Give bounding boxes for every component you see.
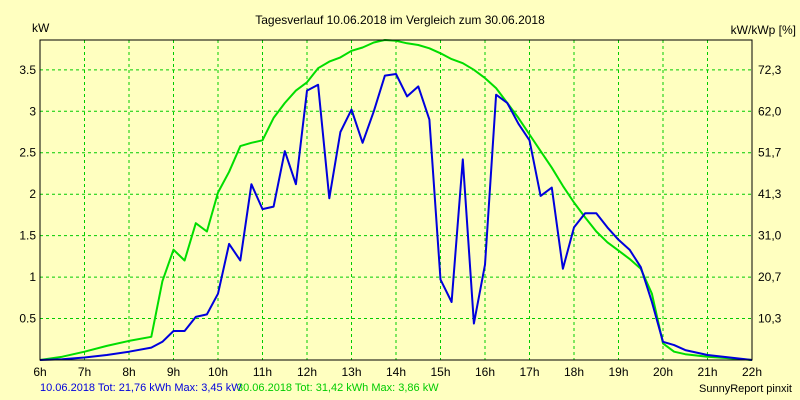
y-tick-label-left: 2.5 xyxy=(19,146,36,160)
x-tick-label: 9h xyxy=(167,365,180,379)
x-tick-label: 7h xyxy=(78,365,91,379)
credit-text: SunnyReport pinxit xyxy=(699,383,792,395)
y-tick-label-right: 72,3 xyxy=(758,63,782,77)
x-tick-label: 10h xyxy=(208,365,228,379)
y-tick-label-left: 0.5 xyxy=(19,312,36,326)
x-tick-label: 8h xyxy=(122,365,135,379)
y-axis-label-right: kW/kWp [%] xyxy=(731,23,796,37)
x-tick-label: 20h xyxy=(653,365,673,379)
series-line-10.06.2018 xyxy=(39,73,753,361)
grid-lines xyxy=(40,40,752,360)
y-tick-label-left: 3 xyxy=(29,104,36,118)
x-tick-label: 18h xyxy=(564,365,584,379)
y-axis-label-left: kW xyxy=(32,21,50,35)
chart-title: Tagesverlauf 10.06.2018 im Vergleich zum… xyxy=(255,13,545,27)
series-line-30.06.2018 xyxy=(39,39,753,361)
legend-series-1: 10.06.2018 Tot: 21,76 kWh Max: 3,45 kW xyxy=(40,382,242,394)
series-layer xyxy=(39,39,753,361)
y-tick-label-right: 51,7 xyxy=(758,146,782,160)
x-tick-label: 12h xyxy=(297,365,317,379)
x-tick-label: 16h xyxy=(475,365,495,379)
x-tick-label: 11h xyxy=(253,365,272,379)
legend-series-2: 30.06.2018 Tot: 31,42 kWh Max: 3,86 kW xyxy=(237,382,439,394)
y-tick-label-right: 31,0 xyxy=(758,229,782,243)
x-tick-label: 13h xyxy=(341,365,361,379)
y-tick-label-right: 41,3 xyxy=(758,187,782,201)
plot-frame xyxy=(39,39,753,361)
x-tick-label: 15h xyxy=(430,365,450,379)
y-tick-label-left: 3.5 xyxy=(19,63,36,77)
y-tick-label-right: 20,7 xyxy=(758,270,782,284)
x-tick-label: 14h xyxy=(386,365,406,379)
x-tick-label: 19h xyxy=(608,365,628,379)
x-tick-label: 6h xyxy=(33,365,46,379)
x-tick-label: 17h xyxy=(519,365,539,379)
tick-labels: 6h 7h 8h 9h 10h 11h 12h 13h 14h 15h 16h 17h 18h 19h 20… xyxy=(19,63,781,379)
x-tick-label: 22h xyxy=(742,365,762,379)
y-tick-label-right: 10,3 xyxy=(758,312,782,326)
y-tick-label-left: 1.5 xyxy=(19,229,36,243)
y-tick-label-left: 2 xyxy=(29,187,36,201)
x-tick-label: 21h xyxy=(697,365,717,379)
y-tick-label-right: 62,0 xyxy=(758,104,782,118)
y-tick-label-left: 1 xyxy=(29,270,36,284)
